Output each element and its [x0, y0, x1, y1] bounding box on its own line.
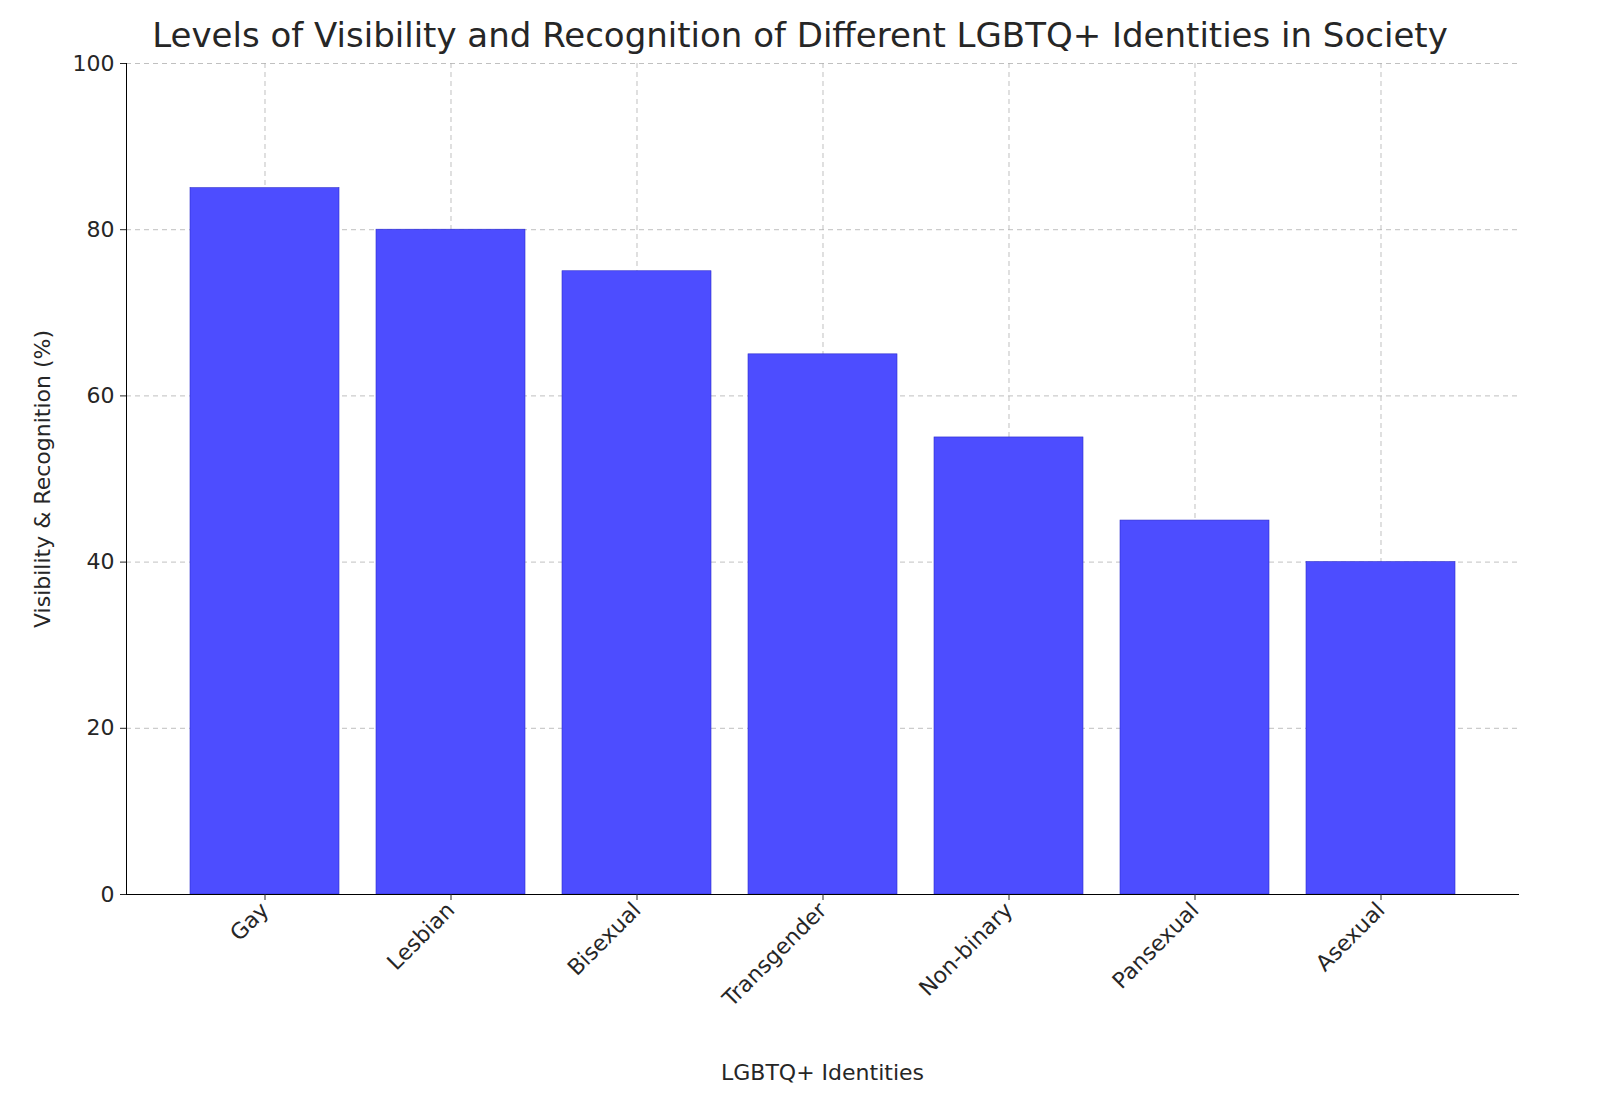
html-text:Levels of Visibility and Recog: Levels of Visibility and Recognition of …: [152, 15, 1448, 55]
svg-text:Non-binary: Non-binary: [914, 897, 1018, 1001]
svg-text:Bisexual: Bisexual: [563, 897, 646, 980]
svg-text:LGBTQ+ Identities: LGBTQ+ Identities: [721, 1060, 924, 1085]
svg-text:100: 100: [73, 55, 115, 76]
svg-text:40: 40: [87, 549, 115, 574]
svg-text:0: 0: [101, 882, 115, 907]
svg-text:20: 20: [87, 715, 115, 740]
svg-text:Transgender: Transgender: [717, 897, 832, 1012]
svg-text:60: 60: [87, 383, 115, 408]
svg-text:Gay: Gay: [225, 897, 273, 945]
svg-text:Asexual: Asexual: [1311, 897, 1390, 976]
svg-text:80: 80: [87, 217, 115, 242]
svg-text:Lesbian: Lesbian: [382, 897, 459, 974]
svg-text:Visibility & Recognition (%): Visibility & Recognition (%): [30, 330, 55, 628]
svg-text:Pansexual: Pansexual: [1107, 897, 1203, 993]
